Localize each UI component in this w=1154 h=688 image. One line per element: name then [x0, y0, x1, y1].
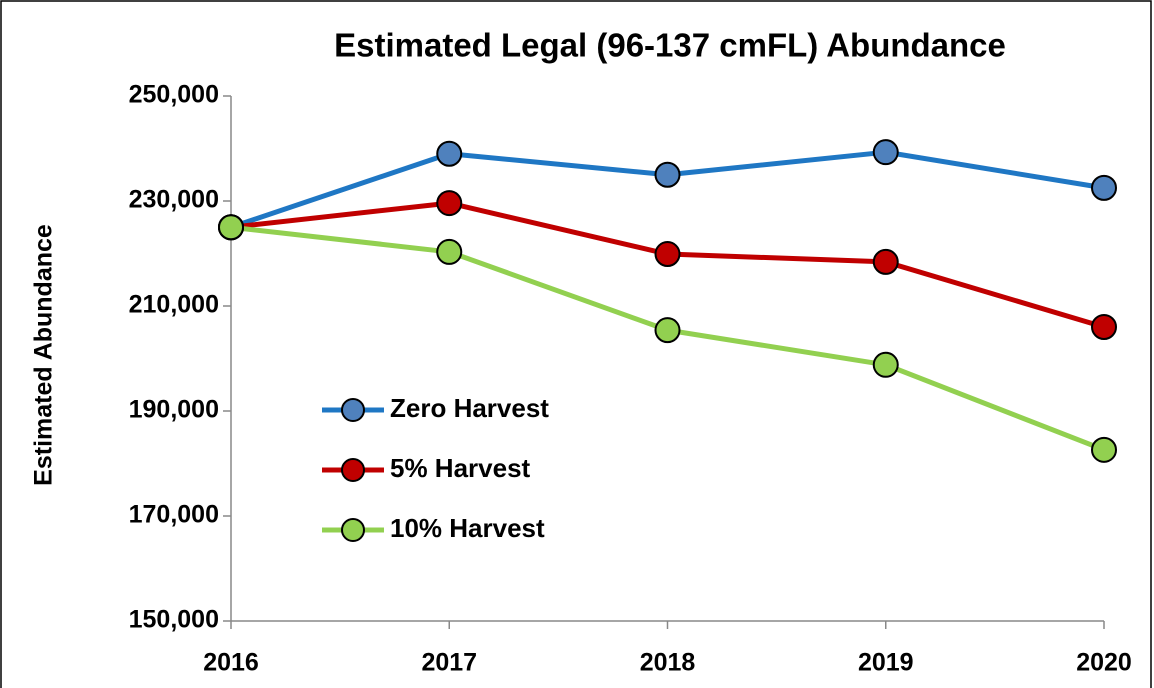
x-tick-label: 2017 — [421, 649, 477, 677]
y-tick-label: 250,000 — [129, 81, 219, 109]
legend-label: 10% Harvest — [390, 513, 545, 543]
data-point — [654, 241, 681, 268]
y-tick-label: 190,000 — [129, 396, 219, 424]
data-point — [1091, 174, 1117, 201]
data-point — [1091, 314, 1117, 340]
chart-title: Estimated Legal (96-137 cmFL) Abundance — [334, 27, 1006, 64]
y-tick-label: 230,000 — [129, 186, 219, 214]
data-point — [1091, 436, 1117, 463]
y-tick-label: 170,000 — [129, 501, 219, 529]
y-axis-label: Estimated Abundance — [30, 224, 58, 486]
x-tick-label: 2020 — [1076, 649, 1132, 677]
legend-marker — [341, 518, 365, 542]
y-tick-label: 150,000 — [129, 606, 219, 634]
x-tick-label: 2018 — [640, 649, 696, 677]
data-point — [218, 214, 244, 241]
data-point — [436, 140, 463, 167]
data-point — [872, 248, 899, 275]
legend-marker — [341, 398, 365, 422]
x-tick-label: 2016 — [203, 649, 259, 677]
y-tick-label: 210,000 — [129, 291, 219, 319]
x-tick-label: 2019 — [858, 649, 914, 677]
data-point — [872, 139, 899, 166]
legend-label: Zero Harvest — [390, 393, 549, 423]
data-point — [654, 161, 681, 188]
data-point — [872, 351, 899, 378]
legend-label: 5% Harvest — [390, 453, 531, 483]
data-point — [654, 317, 681, 344]
legend-marker — [341, 458, 365, 482]
data-point — [436, 190, 463, 217]
data-point — [436, 238, 463, 265]
